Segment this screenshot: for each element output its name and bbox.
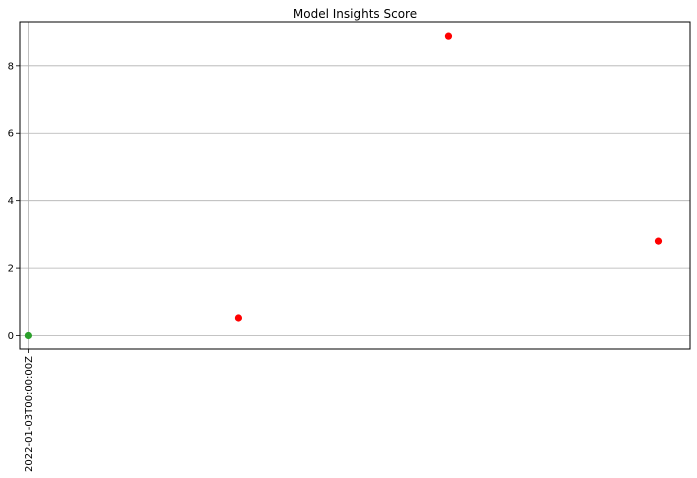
y-tick-label: 6 (8, 129, 14, 140)
x-tick-label: 2022-01-03T00:00:00Z (24, 356, 35, 472)
data-points (24, 32, 663, 340)
chart-title: Model Insights Score (293, 7, 417, 21)
data-point (234, 314, 243, 322)
x-axis: 2022-01-03T00:00:00Z (24, 349, 35, 472)
plot-frame (19, 21, 691, 350)
grid (20, 22, 690, 349)
y-tick-label: 8 (8, 61, 14, 72)
data-point (444, 32, 453, 40)
data-point (654, 237, 663, 245)
y-tick-label: 2 (8, 264, 14, 275)
data-point (24, 331, 33, 340)
y-axis: 0 2 4 6 8 (8, 61, 20, 342)
y-tick-label: 4 (8, 196, 14, 207)
y-tick-label: 0 (8, 331, 14, 342)
